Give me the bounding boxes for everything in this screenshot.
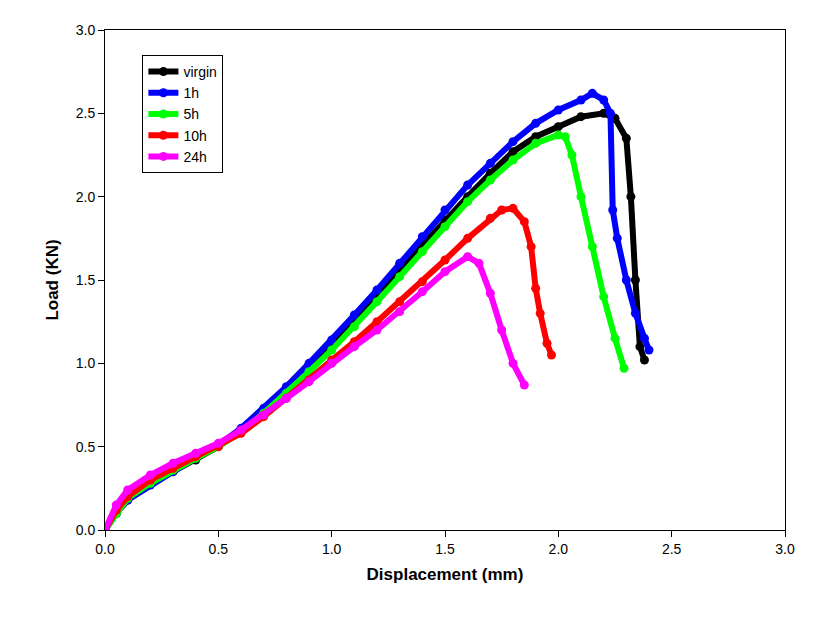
svg-text:0.5: 0.5 [76,439,96,455]
svg-text:1.5: 1.5 [435,541,455,557]
svg-text:1.0: 1.0 [76,355,96,371]
svg-text:Displacement (mm): Displacement (mm) [367,565,524,584]
svg-text:Load (KN): Load (KN) [43,239,62,320]
svg-text:1.5: 1.5 [76,272,96,288]
svg-text:24h: 24h [183,149,206,165]
svg-text:2.0: 2.0 [76,189,96,205]
svg-text:5h: 5h [183,106,199,122]
svg-text:2.5: 2.5 [662,541,682,557]
svg-text:3.0: 3.0 [775,541,795,557]
svg-text:2.0: 2.0 [549,541,569,557]
svg-text:virgin: virgin [183,64,216,80]
svg-text:10h: 10h [183,128,206,144]
svg-text:0.0: 0.0 [95,541,115,557]
svg-text:2.5: 2.5 [76,105,96,121]
svg-text:3.0: 3.0 [76,22,96,38]
svg-text:0.5: 0.5 [209,541,229,557]
svg-text:1h: 1h [183,85,199,101]
svg-text:1.0: 1.0 [322,541,342,557]
svg-text:0.0: 0.0 [76,522,96,538]
